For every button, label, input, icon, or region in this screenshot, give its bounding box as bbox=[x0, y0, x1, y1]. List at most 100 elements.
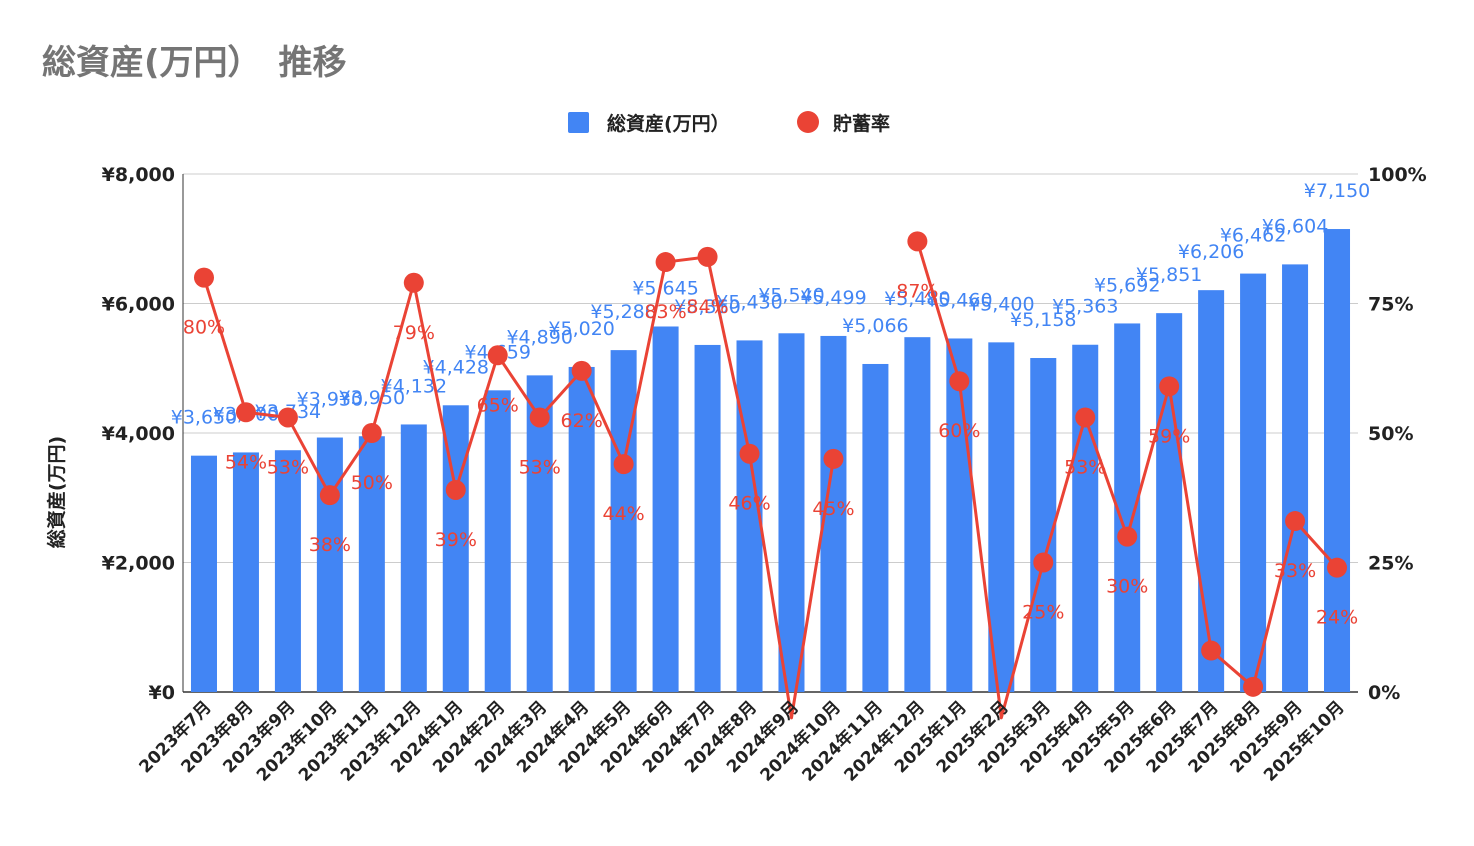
rate-point bbox=[823, 448, 844, 469]
legend-label-assets: 総資産(万円） bbox=[607, 112, 730, 135]
bar bbox=[610, 350, 637, 692]
bar-value-label: ¥5,360 bbox=[674, 296, 740, 318]
bar-value-label: ¥5,363 bbox=[1052, 296, 1118, 318]
rate-value-label: 53% bbox=[519, 456, 561, 478]
bar-value-label: ¥5,280 bbox=[590, 301, 656, 323]
rate-value-label: 87% bbox=[896, 280, 938, 302]
rate-point bbox=[697, 246, 718, 267]
bar-value-label: ¥3,930 bbox=[297, 389, 363, 411]
rate-value-label: 38% bbox=[309, 534, 351, 556]
rate-point bbox=[1243, 676, 1264, 697]
bar-value-label: ¥5,158 bbox=[1010, 309, 1076, 331]
y2-tick-label: 75% bbox=[1368, 294, 1413, 316]
bar-value-label: ¥3,950 bbox=[339, 387, 405, 409]
rate-point bbox=[1075, 407, 1096, 428]
rate-point bbox=[1201, 640, 1222, 661]
rate-value-label: 59% bbox=[1148, 425, 1190, 447]
bar-value-label: ¥3,650 bbox=[171, 407, 237, 429]
bar bbox=[400, 424, 427, 692]
y-axis-title: 総資産(万円) bbox=[45, 436, 68, 548]
bar-value-label: ¥5,692 bbox=[1094, 274, 1160, 296]
bar-value-label: ¥4,890 bbox=[506, 326, 572, 348]
bar-value-label: ¥6,604 bbox=[1262, 215, 1328, 237]
bar bbox=[1156, 313, 1183, 692]
rate-point bbox=[193, 267, 214, 288]
legend-swatch-assets bbox=[568, 112, 589, 133]
bar bbox=[190, 455, 217, 692]
legend: 総資産(万円） 貯蓄率 bbox=[568, 111, 890, 135]
rate-value-label: 39% bbox=[435, 529, 477, 551]
rate-value-label: 54% bbox=[225, 451, 267, 473]
rate-value-label: 60% bbox=[938, 420, 980, 442]
bar bbox=[1240, 273, 1267, 692]
bar-data-labels: ¥3,650¥3,700¥3,734¥3,930¥3,950¥4,132¥4,4… bbox=[171, 180, 1371, 429]
right-axis: 0% 25% 50% 75% 100% bbox=[1368, 164, 1427, 704]
rate-point bbox=[445, 479, 466, 500]
bar bbox=[946, 338, 973, 692]
rate-point bbox=[487, 345, 508, 366]
left-axis: ¥0 ¥2,000 ¥4,000 ¥6,000 ¥8,000 bbox=[102, 164, 175, 704]
bar-value-label: ¥5,400 bbox=[968, 293, 1034, 315]
bar bbox=[862, 363, 889, 692]
rate-point bbox=[655, 252, 676, 273]
rate-point bbox=[739, 443, 760, 464]
legend-label-rate: 貯蓄率 bbox=[833, 112, 890, 135]
bar bbox=[274, 450, 301, 692]
bar bbox=[1030, 358, 1057, 692]
rate-point bbox=[235, 402, 256, 423]
bar bbox=[232, 452, 259, 692]
bar bbox=[1198, 290, 1225, 692]
rate-value-label: 65% bbox=[477, 394, 519, 416]
bar-value-label: ¥5,066 bbox=[842, 315, 908, 337]
rate-point bbox=[319, 485, 340, 506]
rate-point bbox=[907, 231, 928, 252]
x-axis: 2023年7月2023年8月2023年9月2023年10月2023年11月202… bbox=[135, 697, 1349, 786]
rate-value-label: 50% bbox=[351, 472, 393, 494]
bar-value-label: ¥4,428 bbox=[423, 356, 489, 378]
bar bbox=[652, 326, 679, 692]
rate-value-label: 53% bbox=[267, 456, 309, 478]
rate-point bbox=[361, 423, 382, 443]
rate-value-label: 53% bbox=[1064, 456, 1106, 478]
bar-value-label: ¥4,132 bbox=[381, 375, 447, 397]
bar bbox=[694, 344, 721, 692]
rate-value-label: 62% bbox=[561, 410, 603, 432]
rate-point bbox=[1285, 511, 1306, 532]
bar bbox=[484, 390, 511, 692]
rate-value-label: 24% bbox=[1316, 607, 1358, 629]
y-tick-label: ¥6,000 bbox=[102, 294, 175, 316]
bar-value-label: ¥5,460 bbox=[926, 289, 992, 311]
rate-value-label: 25% bbox=[1022, 602, 1064, 624]
rate-point bbox=[613, 454, 634, 475]
y-tick-label: ¥4,000 bbox=[102, 423, 175, 445]
bar bbox=[1282, 264, 1309, 692]
rate-point bbox=[277, 407, 298, 428]
y2-tick-label: 50% bbox=[1368, 423, 1413, 445]
bar bbox=[988, 342, 1015, 692]
bar bbox=[568, 366, 595, 692]
y2-tick-label: 100% bbox=[1368, 164, 1427, 186]
y2-tick-label: 25% bbox=[1368, 553, 1413, 575]
bar-value-label: ¥5,020 bbox=[548, 318, 614, 340]
bar bbox=[778, 333, 805, 692]
bar-value-label: ¥5,430 bbox=[716, 291, 782, 313]
y-tick-label: ¥8,000 bbox=[102, 164, 175, 186]
rate-line bbox=[202, 255, 835, 720]
rate-point bbox=[1327, 557, 1348, 578]
bar bbox=[1072, 344, 1099, 692]
rate-point bbox=[571, 360, 592, 381]
rate-point bbox=[1033, 552, 1054, 573]
rate-value-label: 46% bbox=[728, 493, 770, 515]
chart-title: 総資産(万円） 推移 bbox=[42, 43, 347, 83]
rate-value-label: 80% bbox=[183, 317, 225, 339]
bar-value-label: ¥5,851 bbox=[1136, 264, 1202, 286]
rate-point bbox=[403, 272, 424, 293]
rate-point bbox=[1159, 376, 1180, 397]
y2-tick-label: 0% bbox=[1368, 682, 1400, 704]
bar bbox=[904, 337, 931, 692]
rate-value-label: 79% bbox=[393, 322, 435, 344]
bar bbox=[526, 375, 553, 692]
bar-value-label: ¥6,462 bbox=[1220, 225, 1286, 247]
rate-value-label: 30% bbox=[1106, 576, 1148, 598]
bar bbox=[1324, 229, 1351, 692]
